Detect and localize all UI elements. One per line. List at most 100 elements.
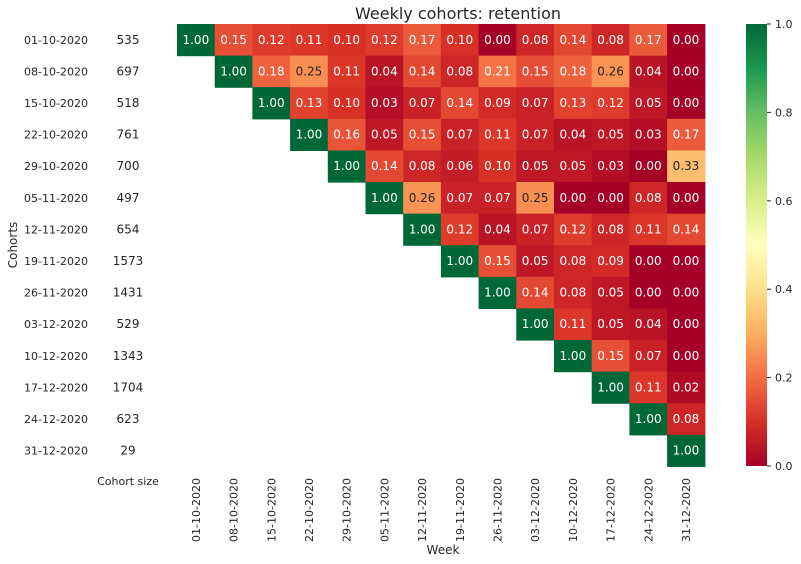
x-tick-label: 03-12-2020 <box>529 478 542 542</box>
cell-value-label: 1.00 <box>446 254 473 268</box>
y-tick-label: 22-10-2020 <box>24 129 88 142</box>
y-tick-label: 01-10-2020 <box>24 34 88 47</box>
heatmap-cell <box>591 24 630 57</box>
heatmap-cell <box>554 340 593 373</box>
heatmap-cell <box>629 87 668 120</box>
cell-value-label: 0.04 <box>635 317 662 331</box>
heatmap-cell <box>290 24 329 57</box>
heatmap-cell <box>516 276 555 309</box>
heatmap-cell <box>177 24 216 57</box>
heatmap-cell <box>252 24 291 57</box>
heatmap-cell <box>290 118 329 151</box>
cell-value-label: 0.07 <box>522 222 549 236</box>
heatmap-cell <box>516 150 555 183</box>
cell-value-label: 0.03 <box>371 96 398 110</box>
cohort-size-value: 535 <box>117 33 140 47</box>
heatmap-cell <box>591 308 630 341</box>
heatmap-cell <box>667 24 706 57</box>
y-tick-labels: 01-10-2020 08-10-2020 15-10-2020 22-10-2020… <box>24 34 88 458</box>
y-tick-label: 03-12-2020 <box>24 318 88 331</box>
cell-value-label: 0.00 <box>635 159 662 173</box>
cell-value-label: 0.09 <box>484 96 511 110</box>
y-tick-label: 31-12-2020 <box>24 445 88 458</box>
heatmap-cell <box>478 24 517 57</box>
cell-value-label: 0.05 <box>371 128 398 142</box>
x-tick-label: 08-10-2020 <box>228 478 241 542</box>
cohort-size-value: 497 <box>117 191 140 205</box>
cell-value-label: 0.04 <box>484 222 511 236</box>
cell-value-label: 0.14 <box>559 33 586 47</box>
heatmap-cell <box>516 24 555 57</box>
y-tick-label: 17-12-2020 <box>24 381 88 394</box>
x-tick-label: 01-10-2020 <box>190 478 203 542</box>
x-tick-label: 12-11-2020 <box>416 478 429 542</box>
heatmap-cell <box>327 150 367 183</box>
heatmap-cell <box>478 276 517 309</box>
cell-value-label: 0.13 <box>559 96 586 110</box>
cell-value-label: 0.05 <box>559 159 586 173</box>
cell-value-label: 0.00 <box>559 191 586 205</box>
heatmap-cell <box>554 182 593 215</box>
heatmap-cell <box>591 371 630 404</box>
cell-value-label: 0.09 <box>597 254 624 268</box>
cell-value-label: 0.03 <box>635 128 662 142</box>
cohort-size-value: 654 <box>117 222 140 236</box>
heatmap-cell <box>516 55 555 88</box>
heatmap-cell <box>667 340 706 373</box>
x-tick-label: 05-11-2020 <box>378 478 391 542</box>
heatmap-cell <box>591 55 630 88</box>
heatmap-cell <box>327 24 367 57</box>
heatmap-cell <box>252 55 291 88</box>
cell-value-label: 0.08 <box>446 64 473 78</box>
cell-value-label: 0.00 <box>673 254 700 268</box>
colorbar-tick-label: 0.0 <box>775 460 793 473</box>
y-tick-label: 26-11-2020 <box>24 287 88 300</box>
cell-value-label: 0.08 <box>635 191 662 205</box>
cell-value-label: 0.04 <box>371 64 398 78</box>
heatmap-cell <box>516 245 555 278</box>
cell-value-label: 0.06 <box>446 159 473 173</box>
heatmap-cell <box>629 245 668 278</box>
chart-title: Weekly cohorts: retention <box>355 4 561 23</box>
heatmap-cell <box>667 276 706 309</box>
heatmap-cell <box>252 87 291 120</box>
cell-value-label: 0.11 <box>484 128 511 142</box>
heatmap-cell <box>629 340 668 373</box>
heatmap-cell <box>667 55 706 88</box>
heatmap-cell <box>554 213 593 246</box>
heatmap-cell <box>440 87 480 120</box>
heatmap-cell <box>516 213 555 246</box>
cell-value-label: 0.00 <box>673 96 700 110</box>
cohort-size-value: 529 <box>117 317 140 331</box>
heatmap-cells: 1.00 0.15 0.12 0.11 0.10 0.12 0.17 0.10 0.00 0.08… <box>177 24 706 467</box>
cell-value-label: 0.11 <box>296 33 323 47</box>
cell-value-label: 0.15 <box>597 349 624 363</box>
x-tick-label: 19-11-2020 <box>454 478 467 542</box>
cell-value-label: 0.00 <box>635 286 662 300</box>
cell-value-label: 0.08 <box>673 412 700 426</box>
heatmap-cell <box>591 245 630 278</box>
cohort-size-column: 535 697 518 761 700 497 654 1573 1431 529 1343 1704… <box>113 33 144 458</box>
cell-value-label: 0.33 <box>673 159 700 173</box>
heatmap-cell <box>554 87 593 120</box>
cohort-size-header: Cohort size <box>97 475 159 488</box>
heatmap-cell <box>629 371 668 404</box>
cohort-size-value: 697 <box>117 64 140 78</box>
cell-value-label: 0.08 <box>409 159 436 173</box>
cohort-size-value: 1431 <box>113 286 144 300</box>
heatmap-cell <box>667 87 706 120</box>
heatmap-cell <box>554 55 593 88</box>
cell-value-label: 0.15 <box>484 254 511 268</box>
cell-value-label: 0.10 <box>333 96 360 110</box>
cell-value-label: 0.08 <box>559 254 586 268</box>
cell-value-label: 0.00 <box>484 33 511 47</box>
y-axis-label: Cohorts <box>6 222 20 269</box>
cell-value-label: 0.00 <box>673 64 700 78</box>
heatmap-cell <box>667 308 706 341</box>
x-tick-label: 15-10-2020 <box>265 478 278 542</box>
heatmap-cell <box>591 213 630 246</box>
cell-value-label: 0.12 <box>597 96 624 110</box>
heatmap-cell <box>516 308 555 341</box>
heatmap-cell <box>214 55 253 88</box>
cell-value-label: 0.07 <box>522 128 549 142</box>
